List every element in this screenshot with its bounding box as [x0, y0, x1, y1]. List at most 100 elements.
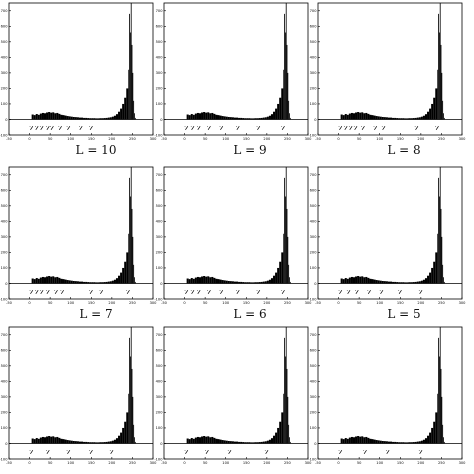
histogram-bar	[416, 117, 419, 120]
histogram-bar	[357, 436, 360, 444]
x-tick-label: -50	[6, 137, 13, 141]
y-tick-label: 300	[310, 71, 318, 75]
histogram-bar	[443, 117, 445, 120]
histogram-bar	[58, 437, 61, 444]
histogram-bar	[111, 280, 114, 284]
y-tick-label: 200	[310, 411, 318, 415]
threshold-marker	[191, 126, 195, 131]
histogram-bar	[35, 278, 38, 284]
histogram-bar	[348, 113, 351, 120]
histogram-bar	[46, 436, 49, 444]
x-tick-label: 150	[88, 137, 96, 141]
histogram-bar	[223, 116, 226, 120]
histogram-bar	[85, 281, 88, 284]
histogram-bar	[443, 113, 444, 120]
histogram-bar	[74, 441, 77, 444]
histogram-bar	[39, 437, 42, 444]
histogram-bar	[439, 327, 441, 444]
y-tick-label: 100	[156, 426, 164, 430]
histogram-bar	[408, 282, 411, 284]
histogram-bar	[289, 117, 291, 120]
histogram-bar	[128, 233, 130, 284]
histogram-bar	[207, 436, 210, 444]
histogram-bar	[131, 208, 133, 284]
histogram-panel-8: -50 0 50 100 150 200 250 300 -100 0 100 200 300 400 50…	[154, 326, 312, 465]
histogram-bar	[111, 440, 114, 444]
threshold-marker	[347, 290, 351, 295]
x-tick-label: 250	[284, 301, 292, 305]
y-tick-label: 0	[5, 118, 8, 122]
histogram-bar	[285, 327, 287, 444]
threshold-marker-dot	[205, 450, 207, 452]
threshold-marker	[236, 290, 240, 295]
histogram-bar	[286, 368, 288, 444]
histogram-bar	[188, 115, 191, 120]
histogram-bar	[256, 118, 259, 120]
histogram-bar	[373, 279, 376, 284]
histogram-bar	[441, 72, 443, 120]
histogram-bar	[236, 117, 239, 120]
histogram-bar	[134, 277, 135, 284]
histogram-bar	[227, 440, 230, 444]
histogram-bar	[440, 44, 442, 120]
x-tick-label: 0	[337, 137, 340, 141]
histogram-bar	[379, 280, 382, 284]
histogram-bar	[383, 441, 386, 444]
threshold-marker-dot	[363, 450, 365, 452]
histogram-bar	[58, 113, 61, 120]
histogram-bar	[85, 441, 88, 444]
histogram-bar	[240, 281, 243, 284]
histogram-bar	[131, 368, 133, 444]
histogram-bar	[219, 279, 222, 284]
histogram-bar	[130, 327, 132, 444]
histogram-bar	[435, 252, 438, 284]
x-tick-label: 0	[28, 301, 31, 305]
threshold-marker-dot	[338, 450, 340, 452]
histogram-bar	[113, 115, 116, 120]
y-tick-label: 600	[156, 189, 164, 193]
threshold-marker-dot	[398, 290, 400, 292]
histogram-bar	[392, 281, 395, 284]
threshold-marker-dot	[264, 450, 266, 452]
histogram-bar	[412, 442, 415, 444]
histogram-bar	[427, 111, 430, 120]
threshold-marker	[89, 290, 93, 295]
histogram-bar	[350, 112, 353, 120]
histogram-bar	[48, 276, 51, 284]
x-tick-label: 200	[108, 301, 116, 305]
y-tick-label: 700	[310, 173, 318, 177]
threshold-marker	[100, 290, 104, 295]
histogram-bar	[400, 118, 403, 120]
threshold-marker-dot	[346, 290, 348, 292]
histogram-bar	[277, 427, 280, 444]
histogram-bar	[252, 118, 255, 120]
histogram-bar	[433, 261, 436, 284]
histogram-bar	[62, 115, 65, 120]
histogram-bar	[284, 356, 286, 444]
histogram-bar	[390, 441, 393, 444]
x-tick-label: 50	[48, 301, 53, 305]
plot-frame	[163, 2, 309, 136]
plot-frame	[8, 166, 154, 300]
y-tick-label: 400	[156, 220, 164, 224]
histogram-bar	[266, 280, 269, 284]
histogram-bar	[201, 436, 204, 444]
x-tick-label: 50	[357, 137, 362, 141]
threshold-marker-dot	[435, 126, 437, 128]
histogram-bar	[418, 117, 421, 120]
histogram-bar	[394, 441, 397, 444]
histogram-bar	[97, 118, 100, 120]
histogram-bar	[76, 281, 79, 284]
x-tick-label: 300	[305, 137, 313, 141]
histogram-bar	[260, 441, 263, 444]
histogram-bar	[346, 438, 349, 444]
x-tick-label: 50	[203, 137, 208, 141]
y-tick-label: 200	[1, 87, 9, 91]
histogram-bar	[213, 277, 216, 284]
histogram-bar	[41, 436, 44, 444]
threshold-marker	[110, 450, 114, 455]
histogram-bar	[107, 281, 110, 284]
threshold-marker	[50, 126, 54, 131]
y-tick-label: 300	[156, 71, 164, 75]
histogram-bar	[41, 276, 44, 284]
